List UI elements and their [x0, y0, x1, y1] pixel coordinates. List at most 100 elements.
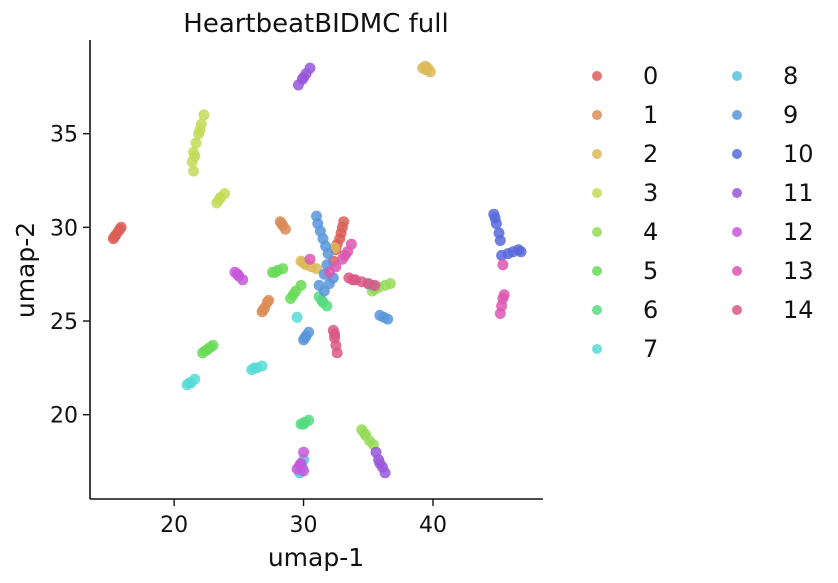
legend-marker-9 — [732, 110, 742, 120]
point-7-8 — [291, 311, 303, 323]
legend-item-4: 4 — [592, 218, 658, 246]
legend-label-10: 10 — [783, 140, 814, 168]
point-7-7 — [248, 362, 260, 374]
legend-item-14: 14 — [732, 296, 814, 324]
y-tick-label-35: 35 — [50, 123, 78, 148]
y-tick-label-20: 20 — [50, 404, 78, 429]
legend-item-8: 8 — [732, 62, 798, 90]
series-6 — [295, 291, 333, 430]
legend-marker-11 — [732, 188, 742, 198]
series-7 — [181, 311, 303, 391]
legend-marker-12 — [732, 227, 742, 237]
chart-title: HeartbeatBIDMC full — [183, 9, 448, 39]
point-7-3 — [184, 377, 196, 389]
point-1-3 — [276, 218, 288, 230]
series-10 — [488, 208, 527, 261]
point-11-3 — [304, 62, 316, 74]
point-5-12 — [287, 289, 299, 301]
legend-marker-1 — [592, 110, 602, 120]
x-tick-label-20: 20 — [160, 513, 188, 538]
point-14-9 — [369, 279, 381, 291]
point-12-8 — [298, 446, 310, 458]
legend-label-6: 6 — [643, 296, 658, 324]
series-14 — [327, 272, 381, 359]
legend-item-13: 13 — [732, 257, 814, 285]
legend-label-9: 9 — [783, 101, 798, 129]
y-tick-label-25: 25 — [50, 310, 78, 335]
legend-item-3: 3 — [592, 179, 658, 207]
point-1-7 — [263, 294, 275, 306]
point-9-14 — [382, 313, 394, 325]
legend-label-0: 0 — [643, 62, 658, 90]
point-10-8 — [515, 246, 527, 258]
x-ticks: 20 30 40 — [160, 499, 447, 538]
point-3-8 — [189, 150, 201, 162]
point-10-3 — [494, 235, 506, 246]
point-14-3 — [331, 347, 343, 359]
legend-item-6: 6 — [592, 296, 658, 324]
point-6-3 — [298, 418, 310, 430]
point-3-0 — [188, 165, 199, 177]
point-1-8 — [257, 304, 269, 316]
point-9-18 — [299, 332, 311, 344]
point-13-6 — [304, 253, 316, 265]
point-5-11 — [295, 279, 307, 291]
legend-label-12: 12 — [783, 218, 814, 246]
point-3-7 — [194, 124, 206, 136]
legend-label-4: 4 — [643, 218, 658, 246]
legend-item-2: 2 — [592, 140, 658, 168]
legend-marker-10 — [732, 149, 742, 159]
point-3-12 — [213, 193, 225, 205]
legend-label-2: 2 — [643, 140, 658, 168]
point-11-4 — [298, 72, 310, 83]
legend-marker-0 — [592, 71, 602, 81]
legend-marker-2 — [592, 149, 602, 159]
point-4-8 — [384, 278, 396, 290]
point-9-5 — [322, 248, 334, 260]
legend-marker-8 — [732, 71, 742, 81]
legend-item-11: 11 — [732, 179, 814, 207]
point-0-12 — [335, 227, 347, 239]
point-4-4 — [358, 427, 370, 439]
legend-label-7: 7 — [643, 335, 658, 363]
legend-marker-7 — [592, 344, 602, 354]
legend-label-13: 13 — [783, 257, 814, 285]
point-5-8 — [269, 266, 281, 278]
legend-marker-4 — [592, 227, 602, 237]
point-13-10 — [498, 289, 510, 301]
legend-item-0: 0 — [592, 62, 658, 90]
point-14-10 — [347, 274, 359, 286]
point-13-1 — [330, 261, 342, 273]
legend-label-1: 1 — [643, 101, 658, 129]
points-layer — [107, 60, 527, 479]
series-12 — [229, 266, 310, 477]
legend-marker-5 — [592, 266, 602, 276]
legend-marker-14 — [732, 305, 742, 315]
legend-label-11: 11 — [783, 179, 814, 207]
series-5 — [197, 263, 307, 359]
point-10-9 — [489, 212, 501, 224]
y-axis-label: umap-2 — [11, 222, 40, 318]
legend-label-5: 5 — [643, 257, 658, 285]
series-4 — [356, 278, 396, 451]
point-11-9 — [374, 457, 386, 469]
legend-marker-3 — [592, 188, 602, 198]
legend-item-5: 5 — [592, 257, 658, 285]
point-6-7 — [316, 294, 328, 306]
point-0-5 — [114, 223, 126, 235]
point-3-6 — [198, 109, 210, 121]
legend-item-1: 1 — [592, 101, 658, 129]
legend-label-14: 14 — [783, 296, 814, 324]
series-1 — [256, 216, 291, 318]
y-ticks: 20 25 30 35 — [50, 123, 90, 429]
legend-item-10: 10 — [732, 140, 814, 168]
point-11-8 — [379, 467, 391, 479]
point-3-3 — [190, 137, 202, 149]
point-13-11 — [497, 259, 509, 271]
point-13-5 — [339, 249, 351, 261]
point-2-8 — [311, 263, 322, 275]
series-13 — [304, 238, 510, 319]
legend-item-7: 7 — [592, 335, 658, 363]
